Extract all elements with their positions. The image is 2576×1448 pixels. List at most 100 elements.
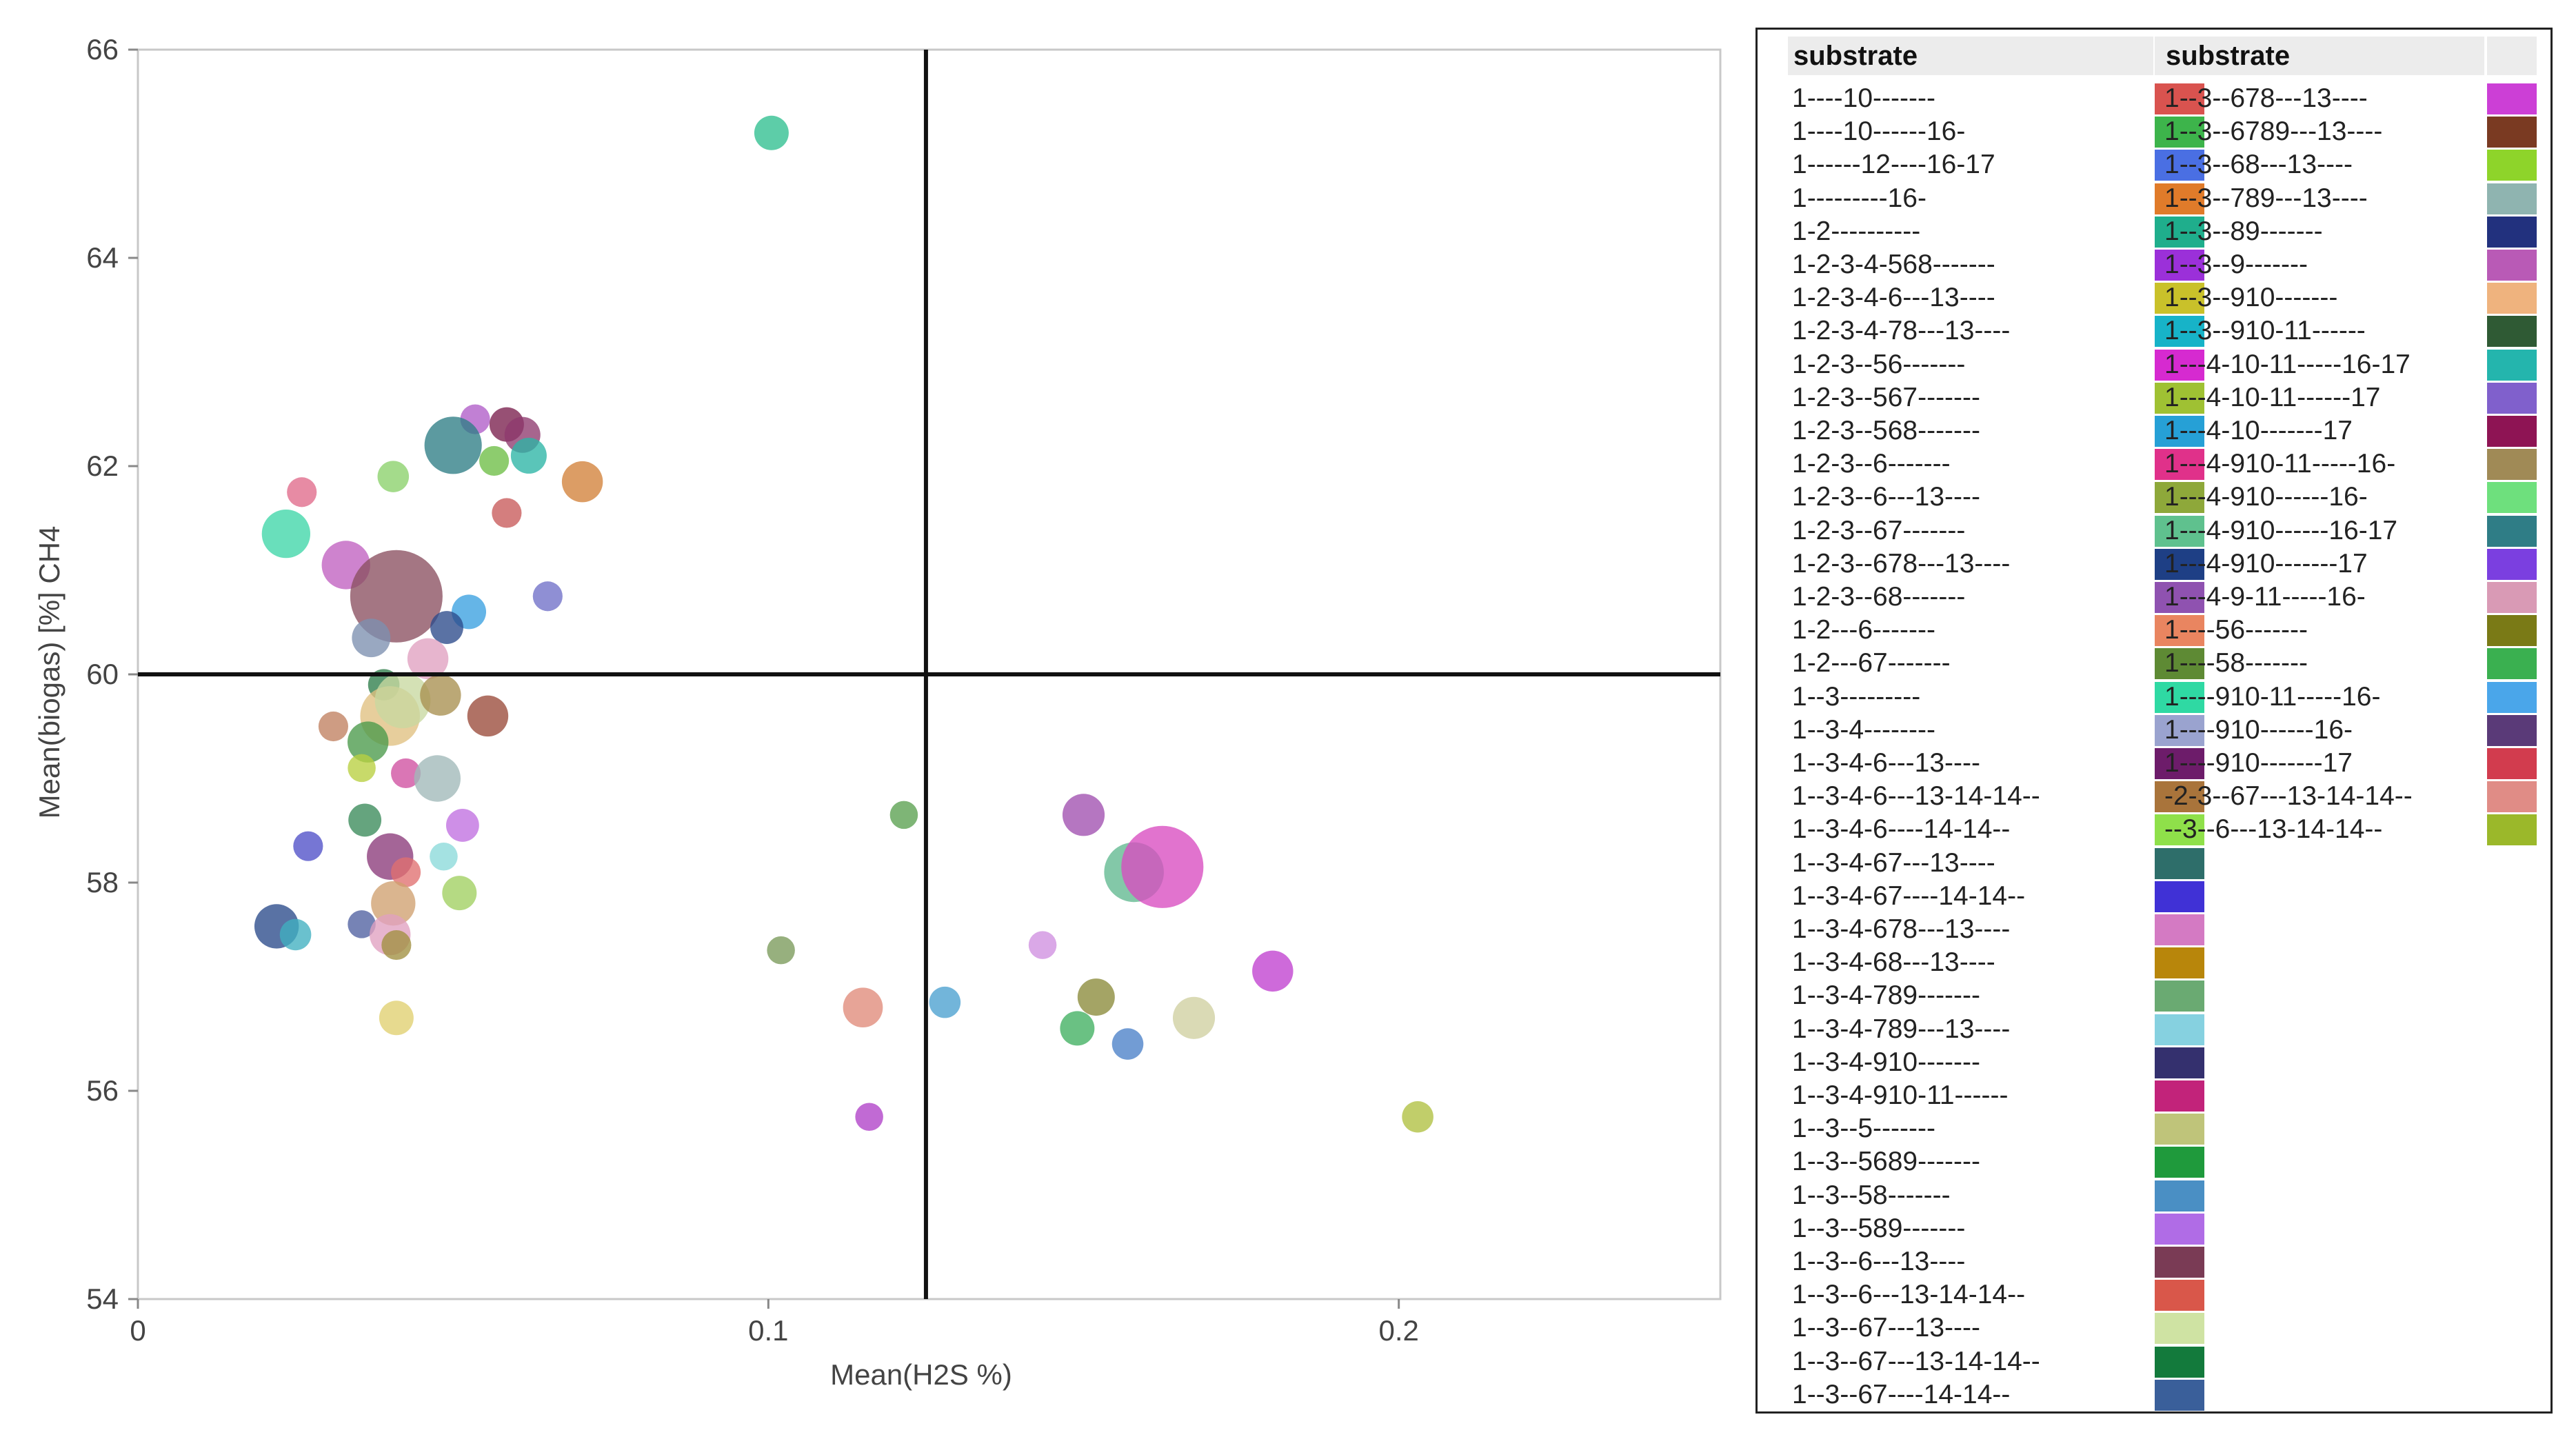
legend-swatch[interactable] [2487, 515, 2537, 547]
data-point[interactable] [377, 461, 410, 492]
legend-swatch[interactable] [2487, 83, 2537, 114]
data-point[interactable] [1060, 1011, 1095, 1046]
data-point[interactable] [1077, 978, 1115, 1016]
legend-swatch[interactable] [2155, 681, 2204, 713]
data-point[interactable] [287, 477, 317, 507]
data-point[interactable] [889, 801, 918, 829]
data-point[interactable] [371, 881, 416, 926]
legend-swatch[interactable] [2155, 382, 2204, 414]
legend-swatch[interactable] [2155, 449, 2204, 481]
legend-swatch[interactable] [2487, 416, 2537, 447]
legend-swatch[interactable] [2487, 681, 2537, 713]
legend-swatch[interactable] [2155, 1247, 2204, 1278]
legend-swatch[interactable] [2155, 748, 2204, 779]
legend-swatch[interactable] [2487, 615, 2537, 647]
legend-swatch[interactable] [2487, 216, 2537, 248]
legend-swatch[interactable] [2487, 781, 2537, 813]
legend-swatch[interactable] [2155, 615, 2204, 647]
data-point[interactable] [430, 611, 463, 644]
legend-swatch[interactable] [2155, 914, 2204, 945]
legend-swatch[interactable] [2155, 1047, 2204, 1078]
legend-swatch[interactable] [2155, 1180, 2204, 1211]
data-point[interactable] [318, 711, 349, 742]
legend-swatch[interactable] [2487, 748, 2537, 779]
data-point[interactable] [467, 695, 509, 737]
data-point[interactable] [424, 416, 482, 474]
legend-swatch[interactable] [2487, 183, 2537, 214]
legend-swatch[interactable] [2155, 648, 2204, 680]
legend-swatch[interactable] [2155, 1213, 2204, 1245]
data-point[interactable] [510, 437, 547, 474]
legend-swatch[interactable] [2155, 947, 2204, 979]
legend-swatch[interactable] [2487, 449, 2537, 481]
legend-swatch[interactable] [2487, 814, 2537, 846]
data-point[interactable] [532, 581, 563, 612]
legend-swatch[interactable] [2155, 781, 2204, 813]
legend-swatch[interactable] [2155, 117, 2204, 148]
legend-swatch[interactable] [2155, 1313, 2204, 1345]
data-point[interactable] [407, 638, 449, 680]
data-point[interactable] [348, 803, 382, 837]
data-point[interactable] [767, 936, 795, 965]
data-point[interactable] [445, 809, 479, 842]
legend-swatch[interactable] [2155, 714, 2204, 746]
data-point[interactable] [420, 674, 461, 716]
legend-swatch[interactable] [2155, 1379, 2204, 1411]
legend-swatch[interactable] [2487, 582, 2537, 613]
legend-swatch[interactable] [2155, 416, 2204, 447]
legend-swatch[interactable] [2155, 83, 2204, 114]
data-point[interactable] [261, 510, 311, 559]
data-point[interactable] [442, 876, 477, 911]
legend-swatch[interactable] [2155, 881, 2204, 912]
data-point[interactable] [1252, 950, 1294, 992]
legend-swatch[interactable] [2155, 1147, 2204, 1178]
legend-swatch[interactable] [2487, 382, 2537, 414]
legend-swatch[interactable] [2155, 548, 2204, 580]
legend-swatch[interactable] [2155, 1280, 2204, 1311]
data-point[interactable] [1121, 825, 1204, 908]
legend-swatch[interactable] [2155, 283, 2204, 314]
legend-swatch[interactable] [2155, 515, 2204, 547]
data-point[interactable] [1028, 931, 1057, 959]
legend-swatch[interactable] [2487, 117, 2537, 148]
legend-swatch[interactable] [2155, 183, 2204, 214]
data-point[interactable] [492, 498, 522, 528]
legend-swatch[interactable] [2487, 250, 2537, 281]
legend-swatch[interactable] [2155, 847, 2204, 879]
legend-swatch[interactable] [2487, 316, 2537, 348]
data-point[interactable] [391, 758, 421, 789]
data-point[interactable] [1111, 1028, 1144, 1060]
data-point[interactable] [374, 672, 431, 729]
legend-swatch[interactable] [2155, 349, 2204, 381]
legend-swatch[interactable] [2487, 150, 2537, 181]
data-point[interactable] [929, 986, 961, 1018]
data-point[interactable] [348, 754, 376, 783]
data-point[interactable] [1172, 996, 1216, 1039]
data-point[interactable] [279, 918, 312, 951]
data-point[interactable] [479, 445, 510, 476]
legend-swatch[interactable] [2487, 283, 2537, 314]
legend-swatch[interactable] [2487, 648, 2537, 680]
legend-swatch[interactable] [2155, 1014, 2204, 1045]
data-point[interactable] [1062, 794, 1105, 836]
legend-swatch[interactable] [2155, 1080, 2204, 1112]
legend-swatch[interactable] [2487, 349, 2537, 381]
data-point[interactable] [391, 857, 421, 887]
legend-swatch[interactable] [2487, 482, 2537, 514]
data-point[interactable] [414, 755, 461, 802]
data-point[interactable] [843, 987, 883, 1028]
data-point[interactable] [293, 831, 323, 861]
data-point[interactable] [348, 910, 376, 938]
legend-swatch[interactable] [2155, 814, 2204, 846]
data-point[interactable] [352, 619, 391, 658]
data-point[interactable] [379, 1000, 414, 1036]
legend-swatch[interactable] [2155, 482, 2204, 514]
data-point[interactable] [561, 461, 603, 503]
data-point[interactable] [1402, 1100, 1433, 1133]
legend-swatch[interactable] [2155, 1114, 2204, 1145]
legend-swatch[interactable] [2487, 714, 2537, 746]
legend-swatch[interactable] [2155, 981, 2204, 1012]
data-point[interactable] [430, 842, 458, 871]
data-point[interactable] [348, 721, 389, 763]
legend-swatch[interactable] [2155, 150, 2204, 181]
